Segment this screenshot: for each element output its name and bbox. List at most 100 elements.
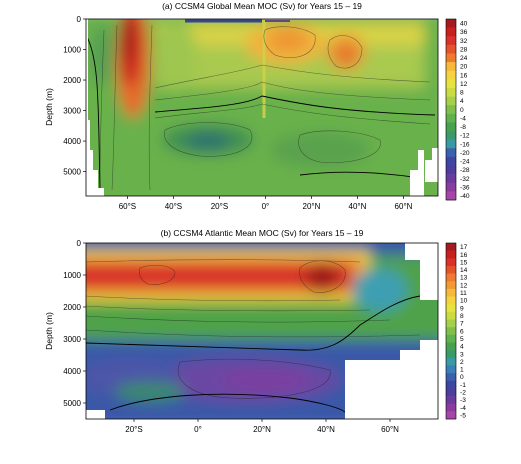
b-colorbar-label: 14 (460, 267, 468, 274)
b-colorbar-swatch (446, 304, 456, 313)
a-colorbar-label: 16 (460, 72, 468, 79)
b-colorbar-label: -1 (460, 382, 466, 389)
b-colorbar-swatch (446, 296, 456, 305)
a-colorbar-label: 8 (460, 90, 464, 97)
b-colorbar-frame (445, 242, 457, 420)
a-colorbar-swatch (446, 131, 456, 140)
b-colorbar-swatch (446, 357, 456, 366)
panel-a-south-min (94, 25, 110, 85)
panel-a-title: (a) CCSM4 Global Mean MOC (Sv) for Years… (162, 1, 362, 11)
b-colorbar-swatch (446, 288, 456, 297)
panel-b-north-tail (352, 268, 408, 312)
panel-a-field (86, 19, 438, 196)
b-colorbar-label: 10 (460, 298, 468, 305)
a-colorbar-swatch (446, 174, 456, 184)
panel-a-antarctica (86, 19, 104, 196)
panel-b-ylabel: Depth (m) (44, 312, 54, 350)
b-xtick-label: 0° (194, 425, 202, 434)
a-colorbar-swatch (446, 19, 456, 28)
a-xtick-label: 60°S (119, 202, 136, 211)
a-xtick-label: 20°N (303, 202, 321, 211)
a-colorbar-label: 32 (460, 38, 468, 45)
a-colorbar-swatch (446, 191, 456, 201)
a-colorbar-swatch (446, 105, 456, 115)
a-xtick-label: 0° (262, 202, 270, 211)
b-colorbar-label: 7 (460, 321, 464, 328)
a-colorbar-swatch (446, 70, 456, 80)
a-colorbar-label: -16 (460, 141, 470, 148)
a-colorbar-label: 28 (460, 46, 468, 53)
a-colorbar-swatch (446, 148, 456, 158)
panel-a-topography (86, 19, 438, 196)
b-colorbar-label: 17 (460, 244, 468, 251)
b-ytick-label: 1000 (63, 271, 81, 280)
a-colorbar-label: -40 (460, 193, 470, 200)
a-colorbar-swatch (446, 36, 456, 46)
panel-a-southern-pos (153, 19, 197, 91)
b-colorbar-label: 2 (460, 359, 464, 366)
b-ytick-label: 4000 (63, 367, 81, 376)
b-colorbar-swatch (446, 311, 456, 320)
a-colorbar-label: 20 (460, 64, 468, 71)
a-colorbar-label: -28 (460, 167, 470, 174)
a-colorbar-label: 4 (460, 98, 464, 105)
panel-a-frame (85, 18, 439, 197)
panel-b-contours (86, 259, 421, 399)
b-xtick-label: 20°S (125, 425, 142, 434)
a-colorbar-swatch (446, 79, 456, 89)
panel-b-seafloor (86, 410, 105, 419)
b-colorbar-swatch (446, 334, 456, 343)
panel-a-contours (99, 24, 431, 191)
a-colorbar-swatch (446, 156, 456, 166)
panel-a-zero-contour (86, 34, 436, 189)
a-ytick-label: 3000 (63, 107, 81, 116)
b-colorbar-label: 5 (460, 336, 464, 343)
a-colorbar-label: -32 (460, 176, 470, 183)
b-colorbar-label: 16 (460, 252, 468, 259)
a-colorbar-swatch (446, 165, 456, 175)
a-ytick-label: 5000 (63, 168, 81, 177)
a-colorbar-label: -36 (460, 184, 470, 191)
b-colorbar-swatch (446, 258, 456, 267)
a-colorbar-label: 0 (460, 107, 464, 114)
b-colorbar-label: 9 (460, 305, 464, 312)
panel-a-40n-core (337, 46, 355, 64)
a-colorbar-swatch (446, 182, 456, 192)
b-xtick-label: 40°N (317, 425, 335, 434)
b-colorbar-label: 6 (460, 328, 464, 335)
a-colorbar-frame (445, 18, 457, 201)
a-colorbar-label: -4 (460, 115, 466, 122)
b-xtick-label: 60°N (381, 425, 399, 434)
b-ytick-label: 3000 (63, 335, 81, 344)
a-colorbar-swatch (446, 27, 456, 37)
b-colorbar-swatch (446, 243, 456, 251)
b-colorbar-label: 15 (460, 259, 468, 266)
panel-a-north-abyssal (270, 132, 370, 168)
a-colorbar-label: 40 (460, 21, 468, 28)
panel-atlantic-moc: (b) CCSM4 Atlantic Mean MOC (Sv) for Yea… (44, 228, 468, 434)
panel-a-abyssal-min-core (186, 133, 230, 149)
b-colorbar-swatch (446, 350, 456, 359)
a-colorbar-swatch (446, 139, 456, 149)
a-colorbar-swatch (446, 113, 456, 123)
panel-b-field (86, 243, 438, 419)
b-colorbar-swatch (446, 403, 456, 412)
a-colorbar-label: -20 (460, 150, 470, 157)
b-xtick-label: 20°N (253, 425, 271, 434)
panel-global-moc: (a) CCSM4 Global Mean MOC (Sv) for Years… (44, 1, 470, 211)
panel-b-title: (b) CCSM4 Atlantic Mean MOC (Sv) for Yea… (161, 228, 364, 238)
a-xtick-label: 20°S (211, 202, 228, 211)
b-colorbar-label: 13 (460, 275, 468, 282)
b-colorbar-swatch (446, 342, 456, 351)
b-colorbar-label: 3 (460, 351, 464, 358)
b-colorbar-swatch (446, 365, 456, 374)
b-ytick-label: 0 (77, 239, 82, 248)
a-colorbar-swatch (446, 87, 456, 97)
panel-b-aabw-core (220, 370, 310, 394)
a-ytick-label: 4000 (63, 137, 81, 146)
a-colorbar-swatch (446, 96, 456, 106)
panel-b-topography (86, 243, 438, 419)
a-xtick-label: 40°S (165, 202, 182, 211)
a-colorbar-label: -12 (460, 133, 470, 140)
b-colorbar-label: 12 (460, 282, 468, 289)
